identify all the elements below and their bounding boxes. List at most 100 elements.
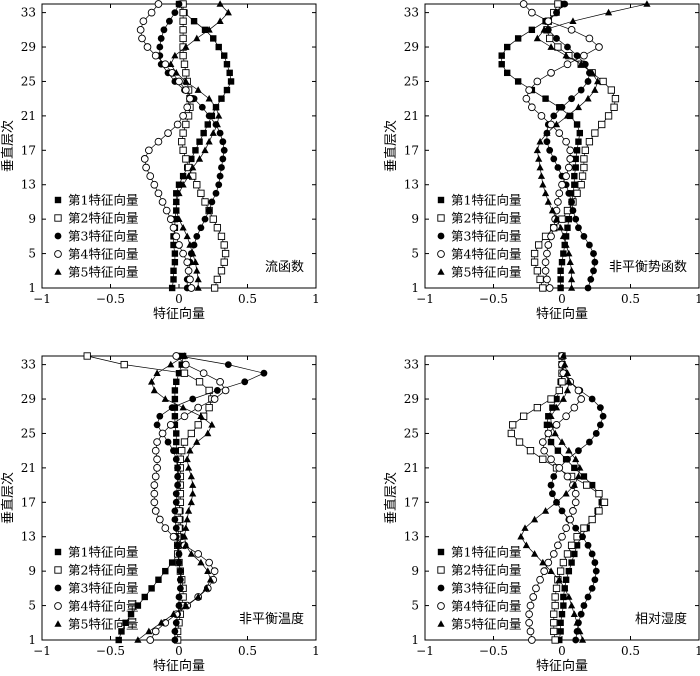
data-point <box>179 129 187 137</box>
data-point <box>536 575 544 584</box>
data-point <box>562 51 570 59</box>
data-point <box>552 215 561 222</box>
data-point <box>201 146 209 154</box>
legend-label: 第5特征向量 <box>68 265 138 280</box>
series-line <box>137 355 213 641</box>
data-point <box>198 103 206 111</box>
data-point <box>134 636 142 643</box>
data-point <box>189 481 197 488</box>
data-point <box>574 386 583 395</box>
data-point <box>550 112 558 120</box>
data-point <box>570 403 579 412</box>
data-point <box>564 224 571 231</box>
series-4 <box>525 352 586 644</box>
data-point <box>153 455 161 464</box>
data-point <box>539 180 547 188</box>
data-point <box>533 34 541 42</box>
data-point <box>178 361 185 368</box>
x-tick-label: 1 <box>695 644 700 658</box>
data-point <box>122 619 129 626</box>
data-point <box>223 61 231 68</box>
data-point <box>504 43 511 51</box>
data-point <box>528 8 536 17</box>
panel-title: 非平衡势函数 <box>609 259 687 275</box>
data-point <box>572 636 580 644</box>
data-point <box>172 490 180 498</box>
y-tick-label: 17 <box>404 143 419 157</box>
legend-label: 第5特征向量 <box>451 265 521 280</box>
data-point <box>145 146 153 155</box>
data-point <box>562 137 570 146</box>
data-point <box>537 112 546 120</box>
legend-marker <box>54 196 62 204</box>
data-point <box>221 52 228 59</box>
data-point <box>227 78 235 85</box>
data-point <box>169 610 178 617</box>
data-point <box>567 275 576 283</box>
legend-label: 第5特征向量 <box>68 617 138 632</box>
data-point <box>183 258 192 267</box>
data-point <box>148 378 156 385</box>
data-point <box>180 60 189 68</box>
data-point <box>172 232 181 241</box>
legend-marker <box>437 548 445 556</box>
x-tick-label: −0.5 <box>479 644 508 658</box>
data-point <box>179 180 187 188</box>
y-tick-label: 25 <box>21 426 36 440</box>
data-point <box>526 601 535 610</box>
data-point <box>127 610 135 618</box>
legend-marker <box>54 620 62 627</box>
series-5 <box>517 352 587 643</box>
data-point <box>547 567 555 574</box>
data-point <box>189 489 197 497</box>
data-point <box>550 619 558 627</box>
data-point <box>587 275 595 283</box>
data-point <box>556 636 563 644</box>
data-point <box>115 636 122 644</box>
data-point <box>547 455 555 464</box>
data-point <box>507 429 515 438</box>
data-point <box>220 241 228 249</box>
legend-marker <box>54 250 62 258</box>
data-point <box>580 232 588 240</box>
x-tick-label: 1 <box>312 292 320 306</box>
data-point <box>174 541 182 549</box>
data-point <box>156 43 164 51</box>
data-point <box>157 35 165 42</box>
data-point <box>584 78 592 85</box>
data-point <box>186 275 194 284</box>
data-point <box>562 241 570 248</box>
data-point <box>169 532 178 541</box>
data-point <box>220 146 228 154</box>
series-line <box>149 355 227 641</box>
data-point <box>588 395 596 403</box>
data-point <box>539 284 547 292</box>
data-point <box>539 558 547 566</box>
data-point <box>213 275 222 284</box>
data-point <box>179 249 187 258</box>
data-point <box>570 481 578 488</box>
data-point <box>221 249 230 258</box>
data-point <box>584 541 592 549</box>
data-point <box>540 567 549 576</box>
data-point <box>573 52 581 60</box>
data-point <box>189 395 197 403</box>
data-point <box>179 403 187 411</box>
series-line <box>523 3 600 289</box>
series-line <box>171 3 232 289</box>
data-point <box>568 559 575 566</box>
data-point <box>565 189 573 197</box>
data-point <box>175 181 183 188</box>
data-point <box>241 378 249 386</box>
panel-title: 非平衡温度 <box>239 611 304 627</box>
data-point <box>146 172 155 180</box>
data-point <box>577 395 586 403</box>
data-point <box>175 602 183 609</box>
data-point <box>568 198 575 206</box>
data-point <box>584 284 592 292</box>
data-point <box>529 593 538 601</box>
data-point <box>178 447 186 455</box>
series-2 <box>530 0 620 292</box>
data-point <box>540 446 549 455</box>
y-tick-label: 25 <box>404 74 419 88</box>
